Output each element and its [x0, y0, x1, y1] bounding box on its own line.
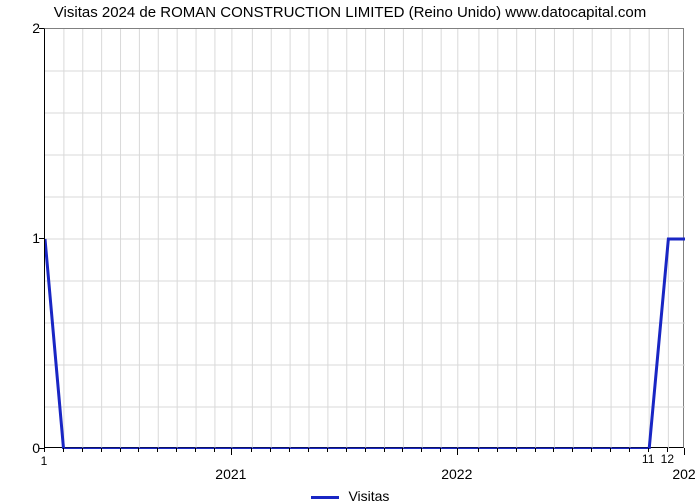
x-minor-label: 12 — [661, 452, 674, 466]
x-tick — [176, 448, 177, 452]
x-tick — [120, 448, 121, 452]
legend: Visitas — [0, 488, 700, 504]
x-tick — [63, 448, 64, 452]
x-tick — [101, 448, 102, 452]
x-tick — [327, 448, 328, 452]
x-tick — [516, 448, 517, 452]
chart-container: Visitas 2024 de ROMAN CONSTRUCTION LIMIT… — [0, 0, 700, 500]
y-tick — [39, 238, 44, 239]
y-tick-label: 2 — [10, 20, 40, 36]
plot-svg — [45, 29, 685, 449]
x-tick — [365, 448, 366, 452]
x-tick — [553, 448, 554, 452]
y-tick-label: 0 — [10, 440, 40, 456]
x-major-label: 2021 — [215, 466, 246, 482]
x-origin-label: 1 — [41, 454, 48, 468]
x-tick — [384, 448, 385, 452]
legend-label: Visitas — [348, 488, 389, 504]
x-tick — [629, 448, 630, 452]
x-tick — [346, 448, 347, 452]
x-major-label: 202 — [672, 466, 695, 482]
chart-title: Visitas 2024 de ROMAN CONSTRUCTION LIMIT… — [0, 4, 700, 21]
x-tick — [535, 448, 536, 452]
series-line — [45, 239, 685, 449]
x-tick — [270, 448, 271, 452]
x-tick — [610, 448, 611, 452]
x-tick — [478, 448, 479, 452]
plot-area — [44, 28, 684, 448]
x-tick — [402, 448, 403, 452]
x-tick — [440, 448, 441, 452]
x-tick — [308, 448, 309, 452]
y-tick-label: 1 — [10, 230, 40, 246]
x-tick — [457, 448, 458, 455]
x-tick — [591, 448, 592, 452]
legend-swatch — [311, 496, 339, 499]
x-tick — [289, 448, 290, 452]
x-tick — [157, 448, 158, 452]
x-tick — [195, 448, 196, 452]
x-tick — [251, 448, 252, 452]
x-tick — [214, 448, 215, 452]
x-tick — [138, 448, 139, 452]
x-tick — [421, 448, 422, 452]
y-tick — [39, 28, 44, 29]
x-tick — [497, 448, 498, 452]
x-major-label: 2022 — [441, 466, 472, 482]
x-tick — [231, 448, 232, 455]
x-tick — [82, 448, 83, 452]
x-minor-label: 11 — [642, 452, 654, 466]
x-tick — [684, 448, 685, 455]
x-tick — [44, 448, 45, 452]
x-tick — [572, 448, 573, 452]
